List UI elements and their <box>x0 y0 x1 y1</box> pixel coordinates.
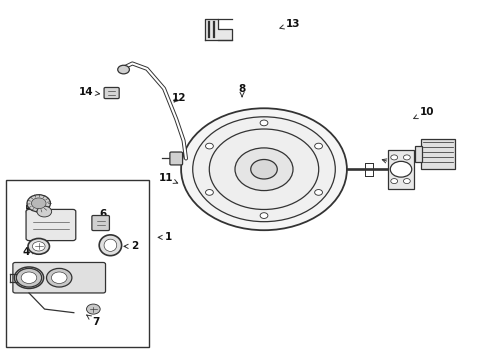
Circle shape <box>390 155 397 160</box>
Circle shape <box>314 143 322 149</box>
Text: 8: 8 <box>238 84 245 96</box>
Polygon shape <box>205 19 232 40</box>
Circle shape <box>28 238 49 254</box>
Circle shape <box>37 206 52 217</box>
Circle shape <box>260 120 267 126</box>
FancyBboxPatch shape <box>92 216 109 230</box>
Text: 10: 10 <box>413 107 434 118</box>
Circle shape <box>31 198 46 209</box>
Circle shape <box>118 65 129 74</box>
Text: 4: 4 <box>22 247 37 257</box>
Circle shape <box>32 242 45 251</box>
Bar <box>414 146 421 162</box>
Circle shape <box>51 272 67 283</box>
Circle shape <box>235 148 292 190</box>
Circle shape <box>314 189 322 195</box>
Circle shape <box>250 159 277 179</box>
FancyBboxPatch shape <box>26 210 76 240</box>
FancyBboxPatch shape <box>104 87 119 99</box>
Circle shape <box>205 189 213 195</box>
Circle shape <box>205 143 213 149</box>
Circle shape <box>192 117 335 222</box>
Bar <box>5 180 149 347</box>
Ellipse shape <box>99 235 122 256</box>
Bar <box>420 139 454 169</box>
Text: 1: 1 <box>158 232 172 242</box>
Circle shape <box>46 269 72 287</box>
Circle shape <box>403 179 409 184</box>
Circle shape <box>86 304 100 314</box>
Circle shape <box>16 269 41 287</box>
Circle shape <box>390 179 397 184</box>
Text: 12: 12 <box>171 93 185 103</box>
Text: 6: 6 <box>99 209 106 222</box>
Circle shape <box>21 272 37 283</box>
Circle shape <box>209 129 318 210</box>
Text: 11: 11 <box>159 173 177 183</box>
Circle shape <box>389 161 411 177</box>
Text: 14: 14 <box>79 87 100 97</box>
Circle shape <box>403 155 409 160</box>
FancyBboxPatch shape <box>169 152 182 165</box>
Circle shape <box>27 195 50 212</box>
Bar <box>387 149 413 189</box>
FancyBboxPatch shape <box>13 262 105 293</box>
Text: 7: 7 <box>86 315 99 327</box>
Text: 3: 3 <box>26 225 41 235</box>
Text: 2: 2 <box>124 241 138 251</box>
Ellipse shape <box>104 239 117 251</box>
Text: 5: 5 <box>24 206 38 216</box>
Text: 13: 13 <box>279 19 300 29</box>
Circle shape <box>181 108 346 230</box>
Text: 9: 9 <box>382 159 398 169</box>
Circle shape <box>260 213 267 219</box>
